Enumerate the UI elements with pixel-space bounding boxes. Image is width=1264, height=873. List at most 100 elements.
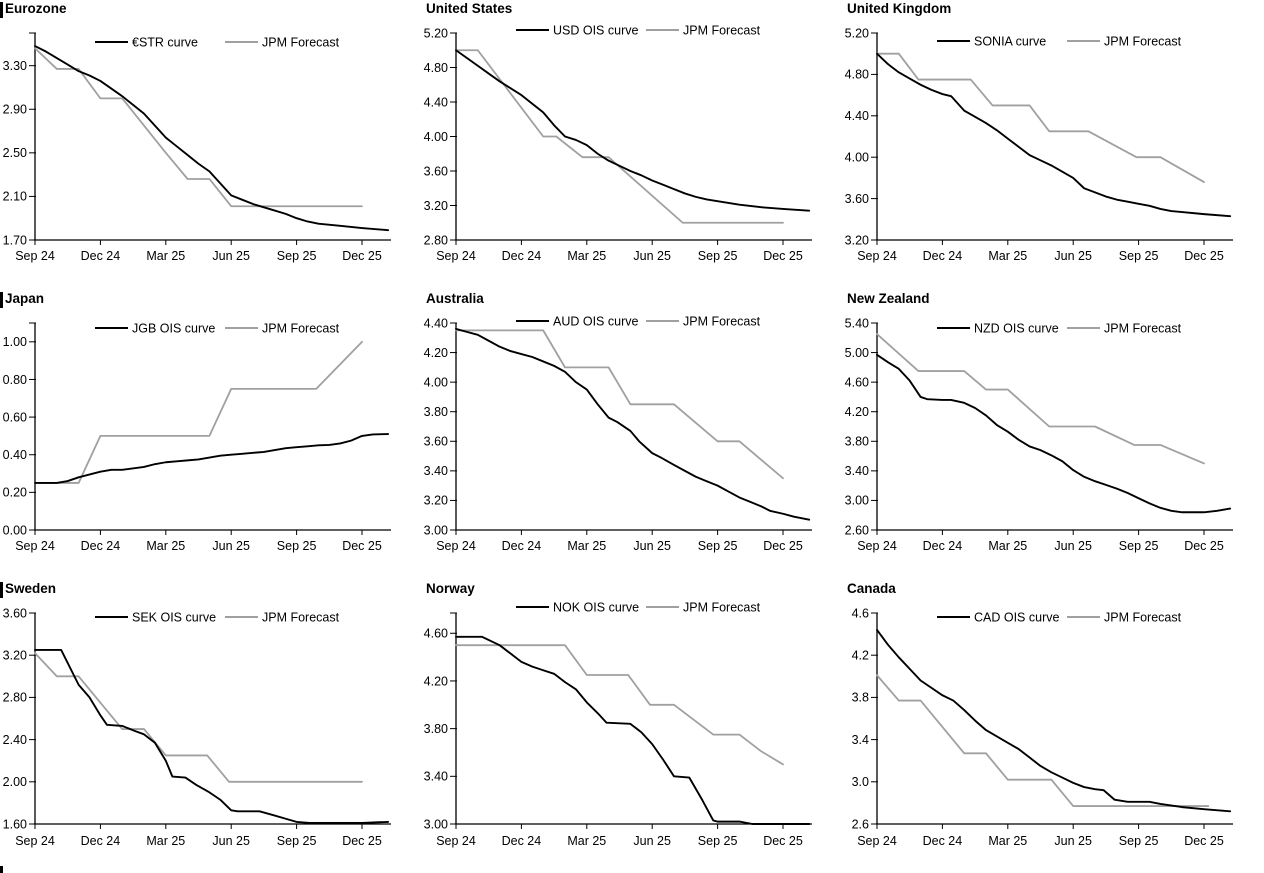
x-tick-label: Jun 25 [633, 834, 671, 848]
y-tick-label: 3.00 [424, 817, 448, 831]
series-line-jpm-forecast [876, 333, 1205, 465]
x-tick-label: Sep 25 [277, 539, 317, 553]
chart-title: Japan [5, 291, 45, 306]
y-tick-label: 3.00 [424, 523, 448, 537]
x-tick-label: Mar 25 [988, 539, 1027, 553]
chart-cell-canada: Canada 2.6 3.0 3.4 3.8 4.2 4.6 Sep 24 Dec 24 Mar… [842, 580, 1263, 873]
y-tick-label: 2.10 [3, 190, 27, 204]
y-tick-label: 3.4 [852, 733, 869, 747]
y-tick-label: 4.00 [424, 130, 448, 144]
series-line-jpm-forecast [34, 340, 363, 484]
y-tick-label: 4.40 [424, 316, 448, 330]
x-tick-label: Sep 25 [698, 539, 738, 553]
y-tick-label: 2.80 [424, 233, 448, 247]
y-tick-label: 4.20 [845, 405, 869, 419]
x-tick-label: Sep 24 [436, 249, 476, 263]
x-tick-label: Jun 25 [1054, 539, 1092, 553]
chart-title: Sweden [5, 581, 57, 596]
series-line--str-curve [34, 45, 390, 232]
legend-label: JPM Forecast [683, 600, 761, 614]
x-tick-label: Dec 24 [502, 249, 542, 263]
y-tick-label: 3.80 [424, 722, 448, 736]
series-line-jpm-forecast [876, 674, 1210, 807]
legend-label: AUD OIS curve [553, 314, 638, 328]
y-tick-label: 3.40 [424, 770, 448, 784]
x-tick-label: Sep 24 [15, 249, 55, 263]
x-tick-label: Dec 24 [81, 834, 121, 848]
y-tick-label: 4.2 [852, 649, 869, 663]
x-tick-label: Dec 24 [502, 834, 542, 848]
x-tick-label: Dec 25 [763, 539, 803, 553]
y-tick-label: 1.60 [3, 817, 27, 831]
line-chart: 2.6 3.0 3.4 3.8 4.2 4.6 Sep 24 Dec 24 Mar 25 Jun … [852, 606, 1233, 848]
legend-label: JPM Forecast [262, 321, 340, 335]
x-tick-label: Dec 24 [923, 539, 963, 553]
chart-cell-japan: Japan 0.00 0.20 0.40 0.60 0.80 1.00 Sep 24 Dec … [0, 290, 421, 580]
y-tick-label: 0.20 [3, 486, 27, 500]
series-line-nzd-ois-curve [876, 353, 1232, 514]
section-marker-bar [0, 866, 3, 873]
line-chart: 3.00 3.40 3.80 4.20 4.60 Sep 24 Dec 24 Mar 25 Ju… [424, 600, 812, 848]
y-tick-label: 3.20 [424, 199, 448, 213]
legend-label: JPM Forecast [1104, 321, 1182, 335]
x-tick-label: Dec 25 [763, 249, 803, 263]
legend-label: €STR curve [132, 35, 198, 49]
x-tick-label: Dec 25 [1184, 834, 1224, 848]
y-tick-label: 3.8 [852, 691, 869, 705]
x-tick-label: Dec 25 [342, 249, 382, 263]
x-tick-label: Jun 25 [633, 249, 671, 263]
x-tick-label: Sep 25 [698, 834, 738, 848]
y-tick-label: 4.40 [845, 109, 869, 123]
legend-label: JPM Forecast [262, 35, 340, 49]
x-tick-label: Sep 25 [1119, 539, 1159, 553]
x-tick-label: Sep 24 [15, 539, 55, 553]
line-chart: 1.60 2.00 2.40 2.80 3.20 3.60 Sep 24 Dec 24 Mar … [3, 606, 391, 848]
x-tick-label: Sep 25 [1119, 249, 1159, 263]
y-tick-label: 0.40 [3, 448, 27, 462]
y-tick-label: 0.60 [3, 410, 27, 424]
y-tick-label: 1.00 [3, 335, 27, 349]
x-tick-label: Sep 24 [857, 834, 897, 848]
y-tick-label: 4.80 [845, 68, 869, 82]
y-tick-label: 3.20 [3, 649, 27, 663]
chart-cell-sweden: Sweden 1.60 2.00 2.40 2.80 3.20 3.60 Sep 24 Dec… [0, 580, 421, 873]
y-tick-label: 2.90 [3, 103, 27, 117]
y-tick-label: 4.00 [424, 375, 448, 389]
section-marker-bar [0, 2, 3, 18]
chart-title: Canada [847, 581, 896, 596]
chart-title: United Kingdom [847, 1, 952, 16]
x-tick-label: Dec 25 [342, 834, 382, 848]
line-chart: 2.80 3.20 3.60 4.00 4.40 4.80 5.20 Sep 24 Dec 24… [424, 23, 812, 263]
y-tick-label: 3.0 [852, 775, 869, 789]
legend-label: JPM Forecast [262, 610, 340, 624]
y-tick-label: 2.80 [3, 691, 27, 705]
line-chart: 2.60 3.00 3.40 3.80 4.20 4.60 5.00 5.40 Sep 24 De… [845, 316, 1233, 553]
x-tick-label: Mar 25 [146, 249, 185, 263]
y-tick-label: 3.20 [845, 233, 869, 247]
y-tick-label: 3.60 [3, 606, 27, 620]
series-line-cad-ois-curve [876, 628, 1232, 813]
y-tick-label: 2.00 [3, 775, 27, 789]
x-tick-label: Mar 25 [567, 249, 606, 263]
series-line-sonia-curve [876, 52, 1232, 218]
y-tick-label: 3.30 [3, 59, 27, 73]
chart-title: Norway [426, 581, 475, 596]
x-tick-label: Sep 25 [277, 834, 317, 848]
legend-label: JPM Forecast [1104, 610, 1182, 624]
y-tick-label: 3.40 [424, 464, 448, 478]
x-tick-label: Dec 24 [81, 249, 121, 263]
y-tick-label: 4.6 [852, 606, 869, 620]
x-tick-label: Mar 25 [146, 834, 185, 848]
chart-title: United States [426, 1, 513, 16]
line-chart: 0.00 0.20 0.40 0.60 0.80 1.00 Sep 24 Dec 24 Mar … [3, 321, 391, 553]
x-tick-label: Jun 25 [212, 249, 250, 263]
y-tick-label: 3.80 [845, 435, 869, 449]
series-line-jpm-forecast [455, 644, 784, 766]
line-chart: 1.70 2.10 2.50 2.90 3.30 Sep 24 Dec 24 Mar 25 Ju… [3, 32, 391, 263]
x-tick-label: Sep 25 [698, 249, 738, 263]
x-tick-label: Jun 25 [1054, 249, 1092, 263]
chart-cell-united-states: United States 2.80 3.20 3.60 4.00 4.40 4.80 5.… [421, 0, 842, 290]
x-tick-label: Dec 24 [923, 249, 963, 263]
line-chart: 3.00 3.20 3.40 3.60 3.80 4.00 4.20 4.40 Sep 24 De… [424, 314, 812, 553]
x-tick-label: Sep 24 [857, 249, 897, 263]
